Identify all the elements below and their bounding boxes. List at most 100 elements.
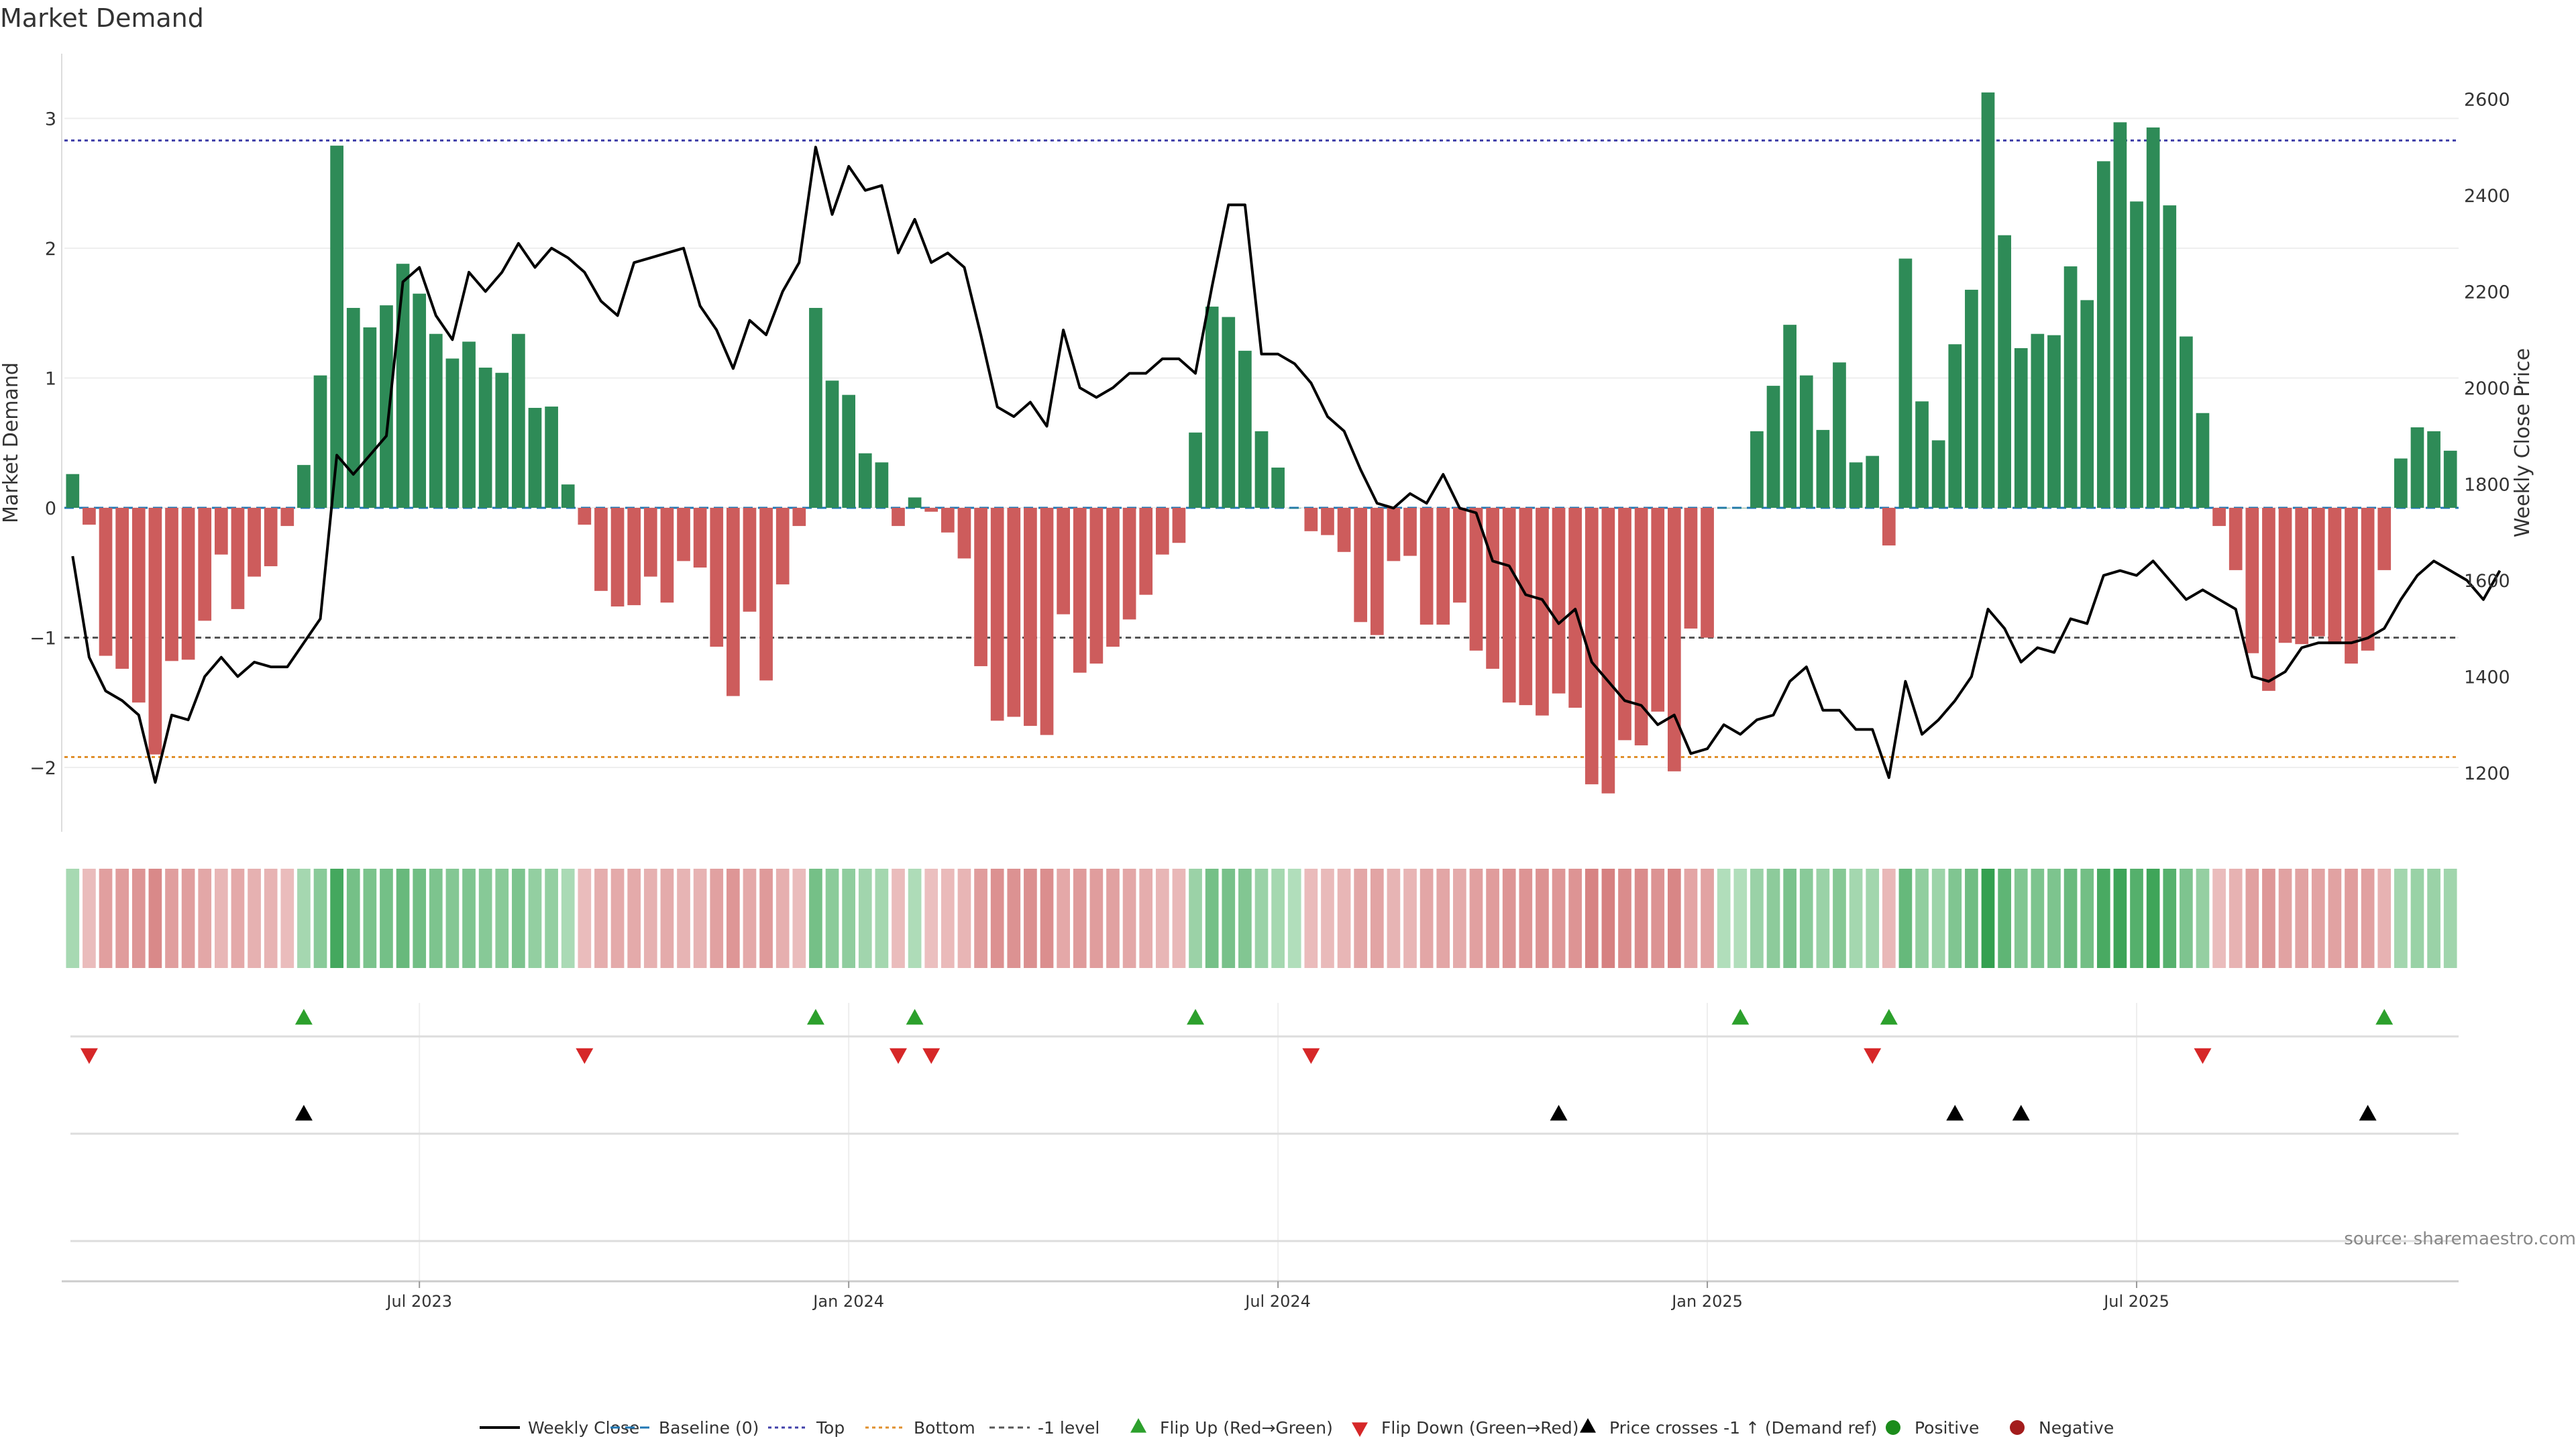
demand-bar-negative	[148, 508, 162, 755]
legend-baseline-label: Baseline (0)	[659, 1418, 759, 1438]
heat-cell	[83, 869, 96, 968]
demand-bar-negative	[280, 508, 294, 527]
legend-positive-symbol	[1886, 1420, 1900, 1435]
heat-cell	[2096, 869, 2110, 968]
heat-cell	[990, 869, 1004, 968]
demand-bar-negative	[264, 508, 278, 567]
demand-bar-negative	[1469, 508, 1483, 651]
demand-bar-positive	[2180, 336, 2193, 508]
demand-bar-negative	[775, 508, 790, 585]
legend-top-label: Top	[816, 1418, 845, 1438]
heat-cell	[380, 869, 393, 968]
demand-bar-positive	[313, 375, 327, 508]
heat-cell	[743, 869, 757, 968]
demand-bar-negative	[2361, 508, 2375, 651]
heat-cell	[1271, 869, 1285, 968]
heat-cell	[346, 869, 360, 968]
heat-cell	[248, 869, 261, 968]
heat-cell	[264, 869, 278, 968]
demand-bar-negative	[2278, 508, 2292, 643]
heat-cell	[2163, 869, 2177, 968]
demand-bar-negative	[1453, 508, 1466, 603]
heat-cell	[2063, 869, 2078, 968]
heat-cell	[1486, 869, 1499, 968]
demand-bar-positive	[396, 264, 410, 508]
demand-bar-negative	[759, 508, 773, 681]
demand-bar-negative	[2212, 508, 2226, 527]
demand-bar-negative	[1634, 508, 1648, 746]
heat-cell	[1436, 869, 1450, 968]
flip-up-marker	[1187, 1009, 1205, 1025]
demand-bar-positive	[1766, 386, 1780, 508]
demand-bar-positive	[1965, 289, 1978, 508]
legend-flip-up-symbol	[1130, 1418, 1146, 1433]
demand-bar-negative	[1519, 508, 1533, 706]
demand-bar-positive	[908, 497, 922, 508]
flip-down-marker	[80, 1048, 98, 1064]
demand-bar-positive	[297, 465, 311, 508]
y2-tick-label: 2000	[2464, 378, 2510, 399]
demand-bar-positive	[2031, 333, 2045, 508]
heat-cell	[1799, 869, 1813, 968]
x-tick-label: Jul 2025	[2102, 1292, 2169, 1311]
demand-bar-negative	[1403, 508, 1417, 556]
heat-cell	[1849, 869, 1863, 968]
legend-minus-one-label: -1 level	[1038, 1418, 1099, 1438]
demand-bar-positive	[478, 368, 492, 508]
heat-cell	[1882, 869, 1896, 968]
demand-bar-negative	[1337, 508, 1351, 552]
demand-bar-negative	[924, 508, 938, 512]
legend-price-cross-label: Price crosses -1 ↑ (Demand ref)	[1609, 1418, 1877, 1438]
heat-cell	[1073, 869, 1087, 968]
heat-cell	[1601, 869, 1615, 968]
y-tick-label: 3	[45, 109, 56, 130]
price-cross-marker	[2012, 1105, 2030, 1121]
heat-cell	[2311, 869, 2325, 968]
heat-cell	[809, 869, 822, 968]
price-cross-marker	[1946, 1105, 1964, 1121]
heat-cell	[1007, 869, 1021, 968]
demand-bar-positive	[1849, 462, 1863, 508]
demand-bar-positive	[1783, 325, 1796, 508]
y2-tick-label: 2200	[2464, 282, 2510, 303]
demand-bar-positive	[1816, 429, 1830, 508]
heat-cell	[313, 869, 327, 968]
demand-bar-negative	[2262, 508, 2275, 691]
demand-bar-negative	[181, 508, 195, 660]
demand-bar-negative	[1486, 508, 1499, 669]
heat-cell	[875, 869, 889, 968]
demand-bar-negative	[627, 508, 641, 606]
heat-cell	[1618, 869, 1631, 968]
demand-bar-negative	[1536, 508, 1549, 716]
x-tick-label: Jul 2023	[385, 1292, 452, 1311]
heat-cell	[2113, 869, 2127, 968]
demand-bar-negative	[974, 508, 987, 667]
heat-cell	[1222, 869, 1236, 968]
heat-cell	[512, 869, 525, 968]
demand-bar-positive	[1799, 375, 1813, 508]
heat-cell	[148, 869, 162, 968]
demand-bar-negative	[1502, 508, 1516, 703]
demand-bar-negative	[1552, 508, 1566, 694]
y2-tick-label: 1600	[2464, 571, 2510, 592]
demand-bar-positive	[2146, 127, 2160, 508]
heat-cell	[660, 869, 674, 968]
heat-cell	[1370, 869, 1384, 968]
heat-cell	[2377, 869, 2392, 968]
event-markers	[70, 1009, 2459, 1242]
heat-cell	[462, 869, 476, 968]
y2-tick-label: 2400	[2464, 186, 2510, 207]
heat-cell	[1419, 869, 1434, 968]
demand-bar-negative	[1139, 508, 1153, 595]
demand-bar-negative	[1436, 508, 1450, 625]
demand-bar-positive	[429, 333, 443, 508]
demand-bar-negative	[1585, 508, 1599, 785]
demand-bar-negative	[1155, 508, 1169, 555]
heat-cell	[825, 869, 839, 968]
heat-cell	[2427, 869, 2440, 968]
weekly-close-line	[71, 146, 2502, 784]
demand-bar-negative	[1354, 508, 1368, 623]
demand-bar-negative	[99, 508, 113, 656]
heat-cell	[643, 869, 657, 968]
